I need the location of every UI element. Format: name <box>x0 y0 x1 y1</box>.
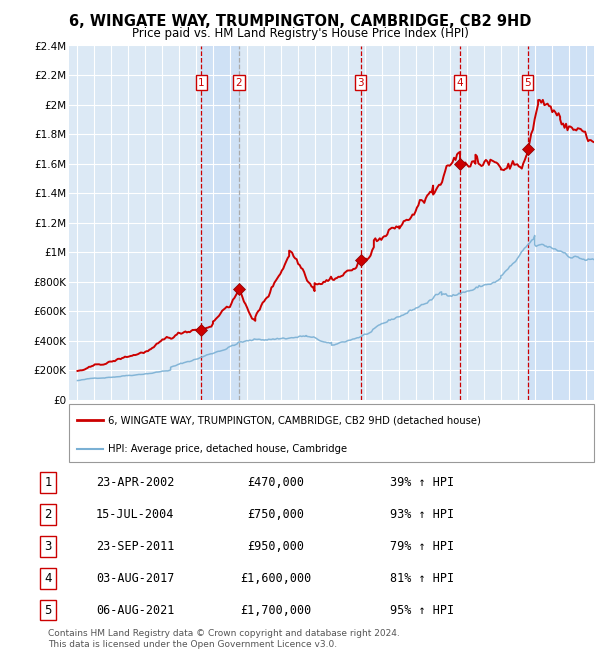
Text: 15-JUL-2004: 15-JUL-2004 <box>96 508 175 521</box>
Text: 6, WINGATE WAY, TRUMPINGTON, CAMBRIDGE, CB2 9HD (detached house): 6, WINGATE WAY, TRUMPINGTON, CAMBRIDGE, … <box>109 415 481 425</box>
Text: 03-AUG-2017: 03-AUG-2017 <box>96 572 175 585</box>
Text: Contains HM Land Registry data © Crown copyright and database right 2024.
This d: Contains HM Land Registry data © Crown c… <box>48 629 400 649</box>
Text: 4: 4 <box>457 78 463 88</box>
Text: £750,000: £750,000 <box>248 508 305 521</box>
Text: 06-AUG-2021: 06-AUG-2021 <box>96 603 175 616</box>
Text: 3: 3 <box>358 78 364 88</box>
Text: 6, WINGATE WAY, TRUMPINGTON, CAMBRIDGE, CB2 9HD: 6, WINGATE WAY, TRUMPINGTON, CAMBRIDGE, … <box>69 14 531 29</box>
Bar <box>201 46 239 400</box>
Text: 79% ↑ HPI: 79% ↑ HPI <box>390 540 454 552</box>
Text: 39% ↑ HPI: 39% ↑ HPI <box>390 476 454 489</box>
Text: 2: 2 <box>236 78 242 88</box>
Bar <box>528 46 594 400</box>
Text: 1: 1 <box>44 476 52 489</box>
Text: 5: 5 <box>44 603 52 616</box>
Text: 23-APR-2002: 23-APR-2002 <box>96 476 175 489</box>
Text: 5: 5 <box>524 78 531 88</box>
Text: 93% ↑ HPI: 93% ↑ HPI <box>390 508 454 521</box>
Text: Price paid vs. HM Land Registry's House Price Index (HPI): Price paid vs. HM Land Registry's House … <box>131 27 469 40</box>
Text: 81% ↑ HPI: 81% ↑ HPI <box>390 572 454 585</box>
Text: 2: 2 <box>44 508 52 521</box>
Text: 23-SEP-2011: 23-SEP-2011 <box>96 540 175 552</box>
Text: 95% ↑ HPI: 95% ↑ HPI <box>390 603 454 616</box>
Text: £470,000: £470,000 <box>248 476 305 489</box>
Text: £1,600,000: £1,600,000 <box>241 572 311 585</box>
Text: 1: 1 <box>198 78 205 88</box>
Text: HPI: Average price, detached house, Cambridge: HPI: Average price, detached house, Camb… <box>109 444 347 454</box>
Text: 4: 4 <box>44 572 52 585</box>
Text: £950,000: £950,000 <box>248 540 305 552</box>
Text: £1,700,000: £1,700,000 <box>241 603 311 616</box>
Text: 3: 3 <box>44 540 52 552</box>
